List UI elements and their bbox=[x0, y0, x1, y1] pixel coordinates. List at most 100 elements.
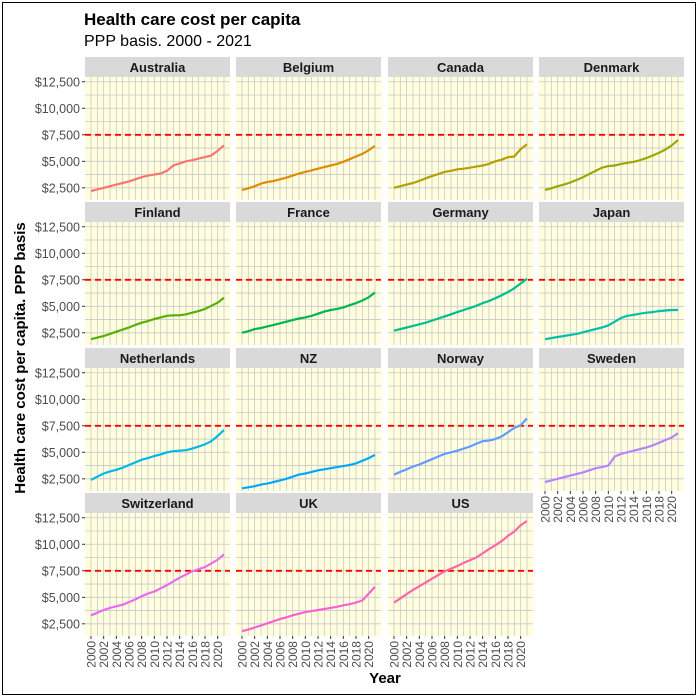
x-tick-label: 2018 bbox=[502, 641, 516, 668]
y-tick-label: $5,000 bbox=[42, 591, 80, 605]
y-tick-label: $7,500 bbox=[42, 564, 80, 578]
x-tick-label: 2016 bbox=[640, 496, 654, 523]
panel-background bbox=[236, 77, 381, 200]
series-line bbox=[544, 139, 679, 191]
chart-title: Health care cost per capita bbox=[84, 10, 301, 29]
facet-strip bbox=[85, 348, 230, 368]
facet-strip bbox=[85, 493, 230, 513]
x-tick-label: 2020 bbox=[514, 641, 528, 668]
x-tick-label: 2016 bbox=[337, 641, 351, 668]
y-tick-label: $12,500 bbox=[35, 220, 80, 234]
y-tick-label: $10,000 bbox=[35, 393, 80, 407]
y-tick-label: $5,000 bbox=[42, 300, 80, 314]
facet-label: Australia bbox=[130, 60, 186, 75]
y-tick-label: $2,500 bbox=[42, 472, 80, 486]
x-tick-label: 2000 bbox=[84, 641, 98, 668]
x-tick-label: 2010 bbox=[602, 496, 616, 523]
series-line bbox=[241, 453, 376, 490]
y-axis-title: Health care cost per capita. PPP basis bbox=[12, 222, 29, 494]
panel-background bbox=[85, 77, 230, 200]
x-tick-label: 2006 bbox=[425, 641, 439, 668]
y-tick-label: $7,500 bbox=[42, 128, 80, 142]
x-tick-label: 2008 bbox=[286, 641, 300, 668]
y-tick-label: $2,500 bbox=[42, 617, 80, 631]
y-tick-label: $10,000 bbox=[35, 102, 80, 116]
x-tick-label: 2010 bbox=[148, 641, 162, 668]
facet-label: Belgium bbox=[283, 60, 334, 75]
x-tick-label: 2002 bbox=[400, 641, 414, 668]
series-line bbox=[90, 296, 225, 341]
series-line bbox=[90, 553, 225, 617]
facet-label: Germany bbox=[432, 205, 489, 220]
facet-strip bbox=[236, 348, 381, 368]
x-tick-label: 2010 bbox=[299, 641, 313, 668]
x-axis-title: Year bbox=[369, 670, 401, 687]
x-tick-label: 2020 bbox=[665, 496, 679, 523]
y-tick-label: $10,000 bbox=[35, 247, 80, 261]
facet-strip bbox=[388, 493, 533, 513]
panel-background bbox=[388, 77, 533, 200]
x-tick-label: 2006 bbox=[273, 641, 287, 668]
x-tick-label: 2020 bbox=[211, 641, 225, 668]
x-tick-label: 2004 bbox=[261, 641, 275, 668]
facet-label: Finland bbox=[134, 205, 180, 220]
facet-strip bbox=[539, 57, 684, 77]
series-line bbox=[90, 429, 225, 481]
panel-background bbox=[539, 368, 684, 491]
x-tick-label: 2004 bbox=[564, 496, 578, 523]
series-line bbox=[393, 277, 528, 332]
x-tick-label: 2018 bbox=[199, 641, 213, 668]
y-tick-label: $2,500 bbox=[42, 181, 80, 195]
panel-background bbox=[388, 222, 533, 345]
facet-strip bbox=[85, 57, 230, 77]
x-tick-label: 2018 bbox=[653, 496, 667, 523]
facet-strip bbox=[388, 348, 533, 368]
x-tick-label: 2002 bbox=[551, 496, 565, 523]
facet-label: Norway bbox=[437, 351, 485, 366]
x-tick-label: 2004 bbox=[413, 641, 427, 668]
x-tick-label: 2012 bbox=[615, 496, 629, 523]
facet-strip bbox=[388, 57, 533, 77]
facet-label: Switzerland bbox=[121, 496, 193, 511]
facet-label: NZ bbox=[300, 351, 317, 366]
facet-strip bbox=[236, 202, 381, 222]
x-tick-label: 2014 bbox=[324, 641, 338, 668]
panel-background bbox=[236, 368, 381, 491]
series-line bbox=[241, 291, 376, 334]
x-tick-label: 2018 bbox=[350, 641, 364, 668]
x-tick-label: 2002 bbox=[97, 641, 111, 668]
x-tick-label: 2020 bbox=[362, 641, 376, 668]
x-tick-label: 2008 bbox=[438, 641, 452, 668]
chart-subtitle: PPP basis. 2000 - 2021 bbox=[84, 33, 252, 50]
x-tick-label: 2016 bbox=[186, 641, 200, 668]
y-tick-label: $10,000 bbox=[35, 538, 80, 552]
panel-background bbox=[539, 222, 684, 345]
panel-background bbox=[388, 513, 533, 636]
x-tick-label: 2012 bbox=[464, 641, 478, 668]
series-line bbox=[393, 520, 528, 604]
x-tick-label: 2002 bbox=[248, 641, 262, 668]
y-tick-label: $12,500 bbox=[35, 511, 80, 525]
y-tick-label: $5,000 bbox=[42, 155, 80, 169]
x-tick-label: 2008 bbox=[589, 496, 603, 523]
facet-label: UK bbox=[299, 496, 318, 511]
y-tick-label: $7,500 bbox=[42, 273, 80, 287]
x-tick-label: 2004 bbox=[110, 641, 124, 668]
series-line bbox=[393, 143, 528, 189]
facet-label: Sweden bbox=[587, 351, 636, 366]
x-tick-label: 2010 bbox=[451, 641, 465, 668]
y-tick-label: $7,500 bbox=[42, 419, 80, 433]
panel-background bbox=[85, 513, 230, 636]
x-tick-label: 2000 bbox=[235, 641, 249, 668]
panel-background bbox=[85, 368, 230, 491]
facet-label: France bbox=[287, 205, 330, 220]
x-tick-label: 2014 bbox=[476, 641, 490, 668]
facet-strip bbox=[388, 202, 533, 222]
y-tick-label: $5,000 bbox=[42, 446, 80, 460]
panel-background bbox=[85, 222, 230, 345]
panel-background bbox=[236, 222, 381, 345]
x-tick-label: 2012 bbox=[161, 641, 175, 668]
facet-label: US bbox=[451, 496, 469, 511]
